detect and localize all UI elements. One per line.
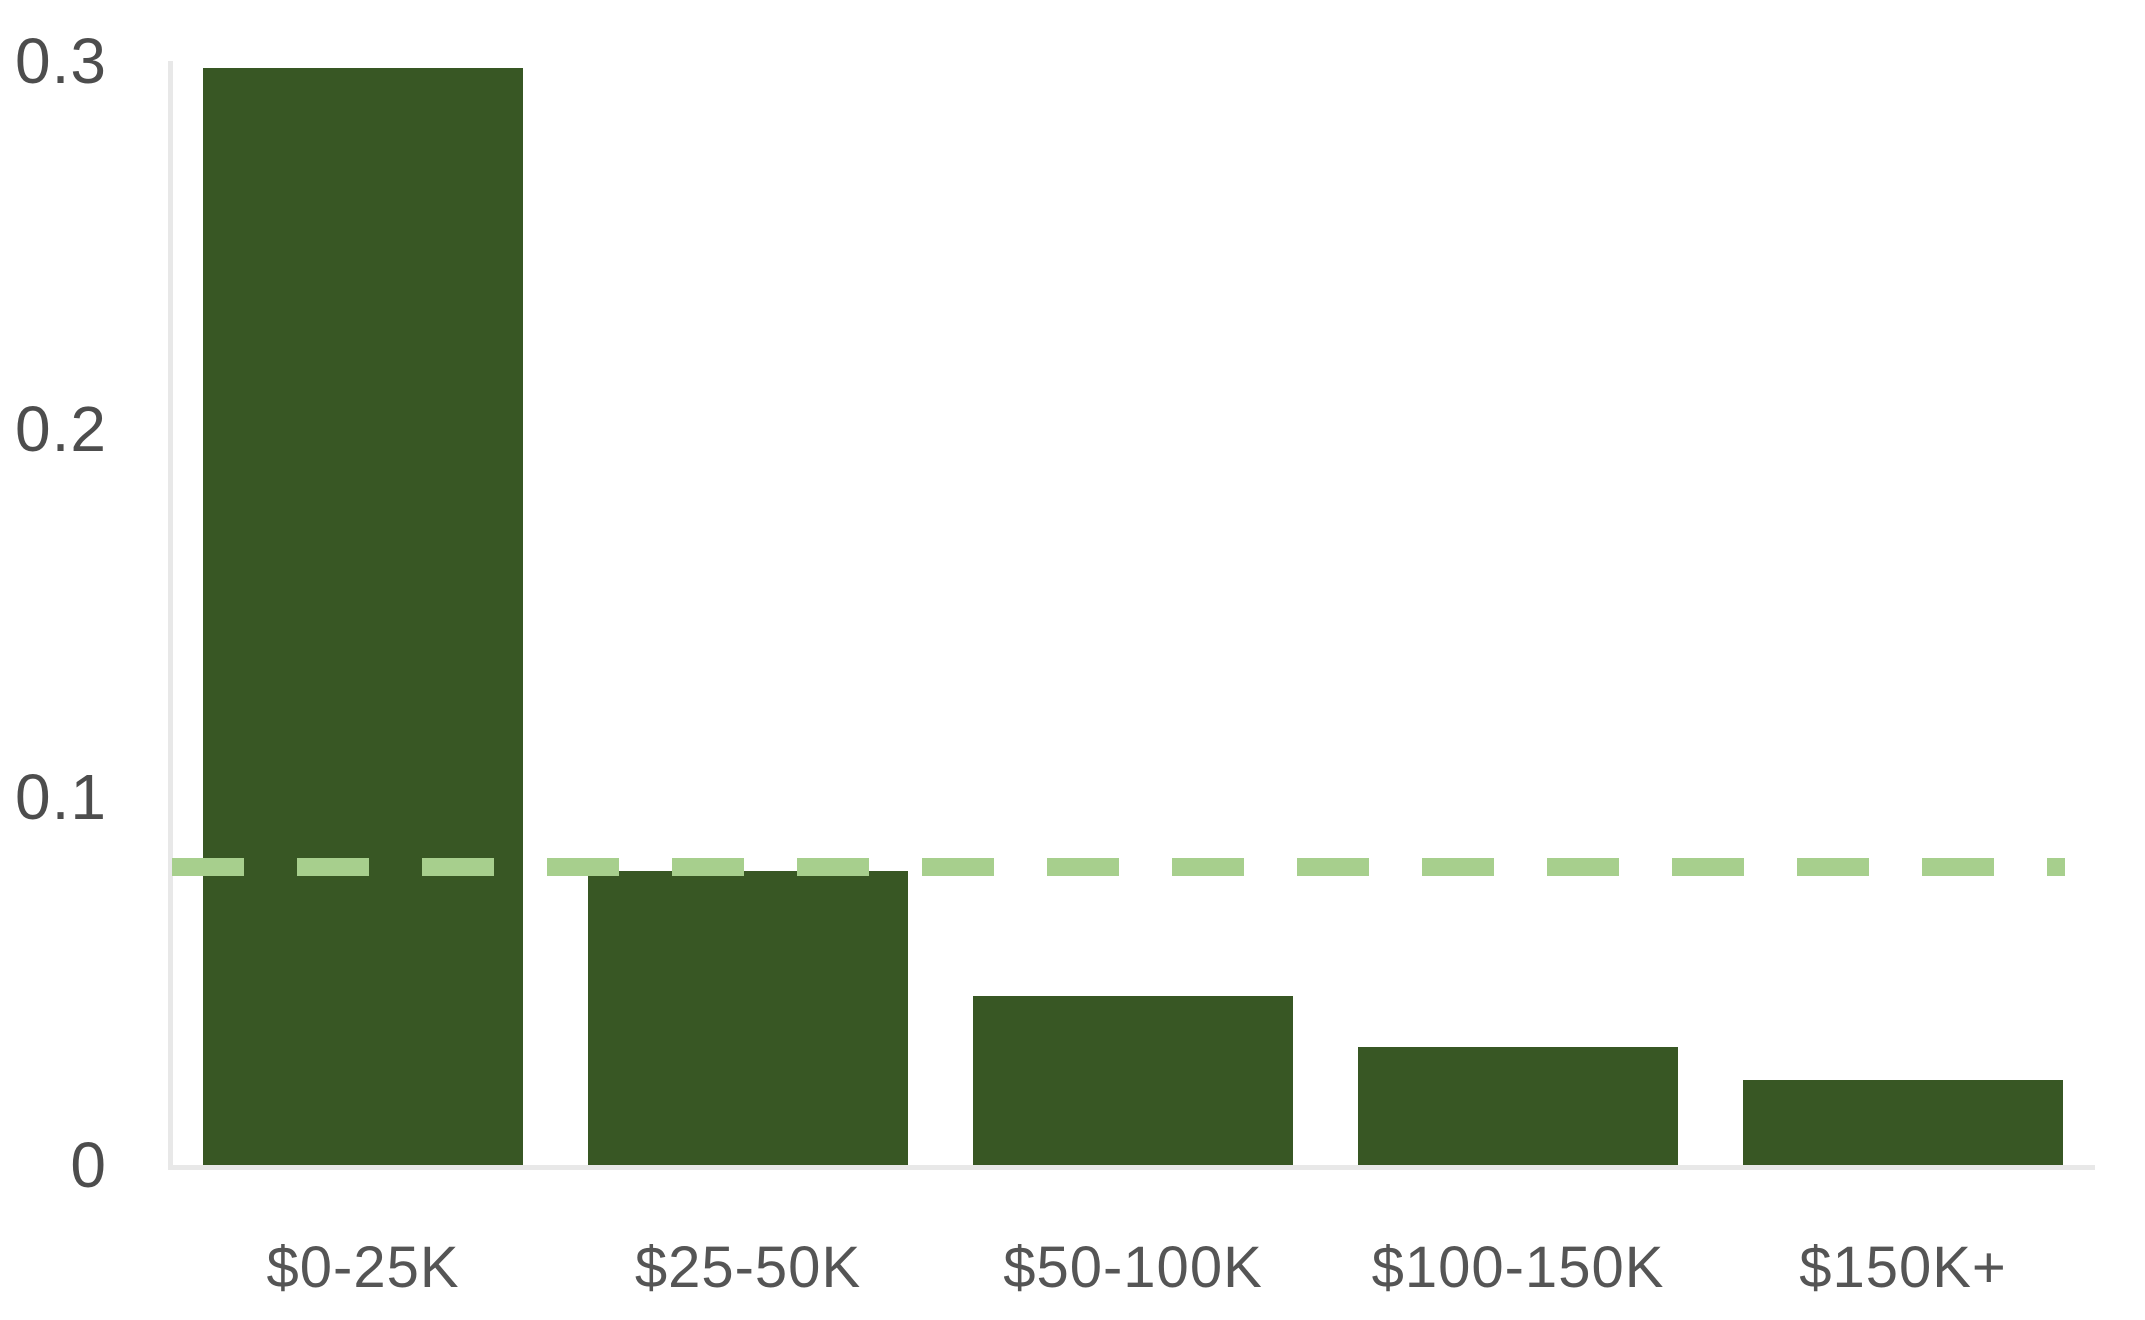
y-tick-label: 0.2 (15, 393, 107, 465)
x-category-label: $25-50K (634, 1235, 862, 1300)
y-tick-label: 0.3 (15, 25, 107, 97)
reference-dashed-line (172, 857, 2065, 876)
x-category-label: $150K+ (1799, 1235, 2007, 1300)
x-category-label: $0-25K (266, 1235, 460, 1300)
y-tick-label: 0.1 (15, 761, 107, 833)
bar-$0-25K[interactable] (203, 68, 523, 1165)
bar-$100-150K[interactable] (1358, 1047, 1678, 1165)
bar-$50-100K[interactable] (973, 995, 1293, 1165)
y-axis-line (168, 61, 173, 1168)
y-tick-label: 0 (70, 1129, 107, 1201)
x-category-label: $100-150K (1371, 1235, 1665, 1300)
x-category-label: $50-100K (1003, 1235, 1263, 1300)
bar-$25-50K[interactable] (588, 870, 908, 1165)
x-axis-line (168, 1165, 2095, 1170)
bar-$150K+[interactable] (1743, 1080, 2063, 1165)
